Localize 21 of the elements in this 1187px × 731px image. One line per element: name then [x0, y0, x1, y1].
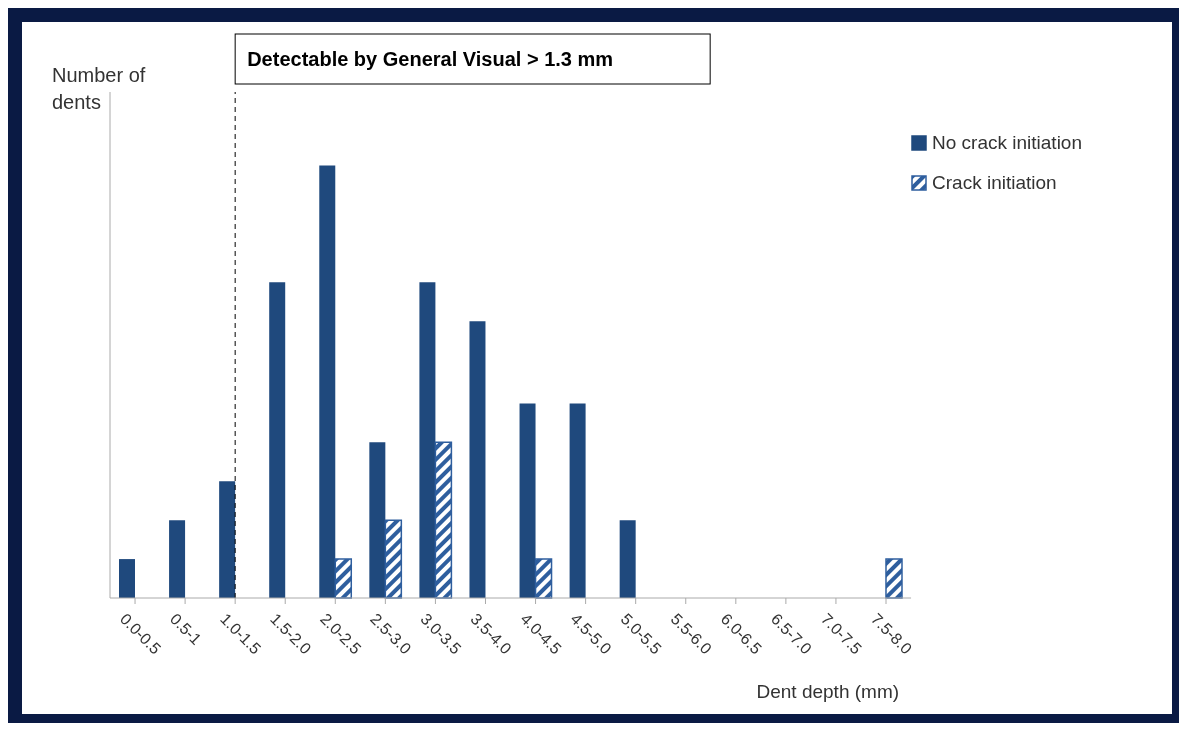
legend-label: No crack initiation	[932, 132, 1082, 154]
legend-label: Crack initiation	[932, 172, 1057, 194]
x-axis-title: Dent depth (mm)	[756, 681, 900, 702]
bar	[885, 558, 903, 599]
bar	[334, 558, 353, 599]
bar	[219, 481, 236, 598]
bar	[469, 321, 486, 598]
bar	[319, 165, 336, 598]
bar	[534, 558, 553, 599]
bar	[434, 441, 453, 599]
bar	[384, 519, 403, 599]
bar	[119, 559, 136, 598]
bar	[169, 520, 186, 598]
y-axis-title: Number of dents	[52, 63, 147, 115]
ref-line-label: Detectable by General Visual > 1.3 mm	[247, 48, 614, 70]
bar	[419, 282, 436, 598]
bar	[269, 282, 286, 598]
bar	[619, 520, 636, 598]
bar	[369, 442, 386, 598]
bar	[569, 403, 586, 598]
bar	[519, 403, 536, 598]
